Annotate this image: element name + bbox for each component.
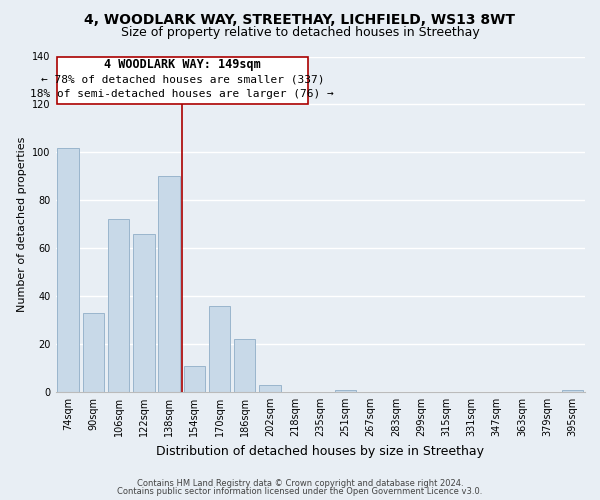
Bar xyxy=(58,148,79,392)
X-axis label: Distribution of detached houses by size in Streethay: Distribution of detached houses by size … xyxy=(157,444,484,458)
Bar xyxy=(562,390,583,392)
Bar xyxy=(108,220,130,392)
Text: Contains HM Land Registry data © Crown copyright and database right 2024.: Contains HM Land Registry data © Crown c… xyxy=(137,478,463,488)
Bar xyxy=(158,176,180,392)
Bar xyxy=(259,384,281,392)
Text: ← 78% of detached houses are smaller (337): ← 78% of detached houses are smaller (33… xyxy=(41,74,324,85)
Y-axis label: Number of detached properties: Number of detached properties xyxy=(17,136,26,312)
Bar xyxy=(184,366,205,392)
Bar xyxy=(234,339,256,392)
Bar xyxy=(335,390,356,392)
Bar xyxy=(209,306,230,392)
Text: 4, WOODLARK WAY, STREETHAY, LICHFIELD, WS13 8WT: 4, WOODLARK WAY, STREETHAY, LICHFIELD, W… xyxy=(85,12,515,26)
Text: Size of property relative to detached houses in Streethay: Size of property relative to detached ho… xyxy=(121,26,479,39)
Text: Contains public sector information licensed under the Open Government Licence v3: Contains public sector information licen… xyxy=(118,487,482,496)
FancyBboxPatch shape xyxy=(57,56,308,104)
Text: 4 WOODLARK WAY: 149sqm: 4 WOODLARK WAY: 149sqm xyxy=(104,58,260,71)
Bar xyxy=(133,234,155,392)
Bar xyxy=(83,313,104,392)
Text: 18% of semi-detached houses are larger (76) →: 18% of semi-detached houses are larger (… xyxy=(31,88,334,99)
